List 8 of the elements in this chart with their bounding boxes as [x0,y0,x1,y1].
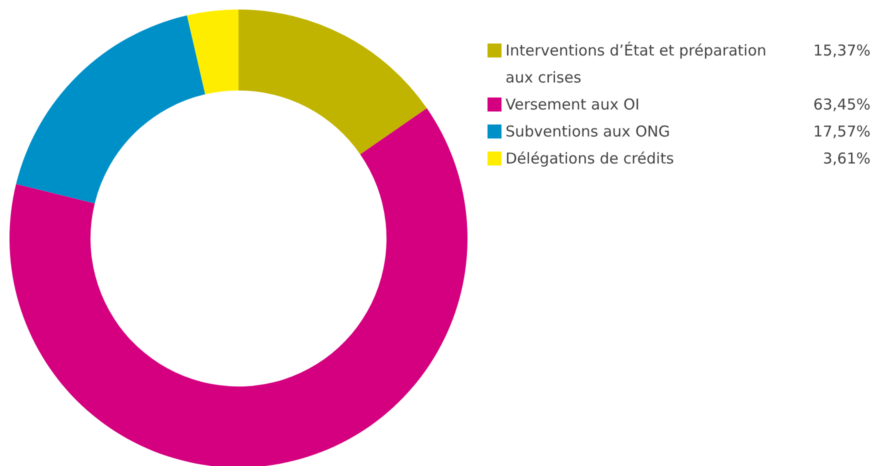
data-label: 15,37% [813,42,871,60]
legend-label: Interventions d’État et préparation aux crises [506,42,766,86]
data-label: 3,61% [822,150,871,168]
data-label: 63,45% [813,96,871,114]
data-label: 17,57% [813,122,871,140]
legend-label: Subventions aux ONG [506,122,670,140]
legend-label: Délégations de crédits [506,150,674,168]
legend-label: Versement aux OI [506,96,640,114]
